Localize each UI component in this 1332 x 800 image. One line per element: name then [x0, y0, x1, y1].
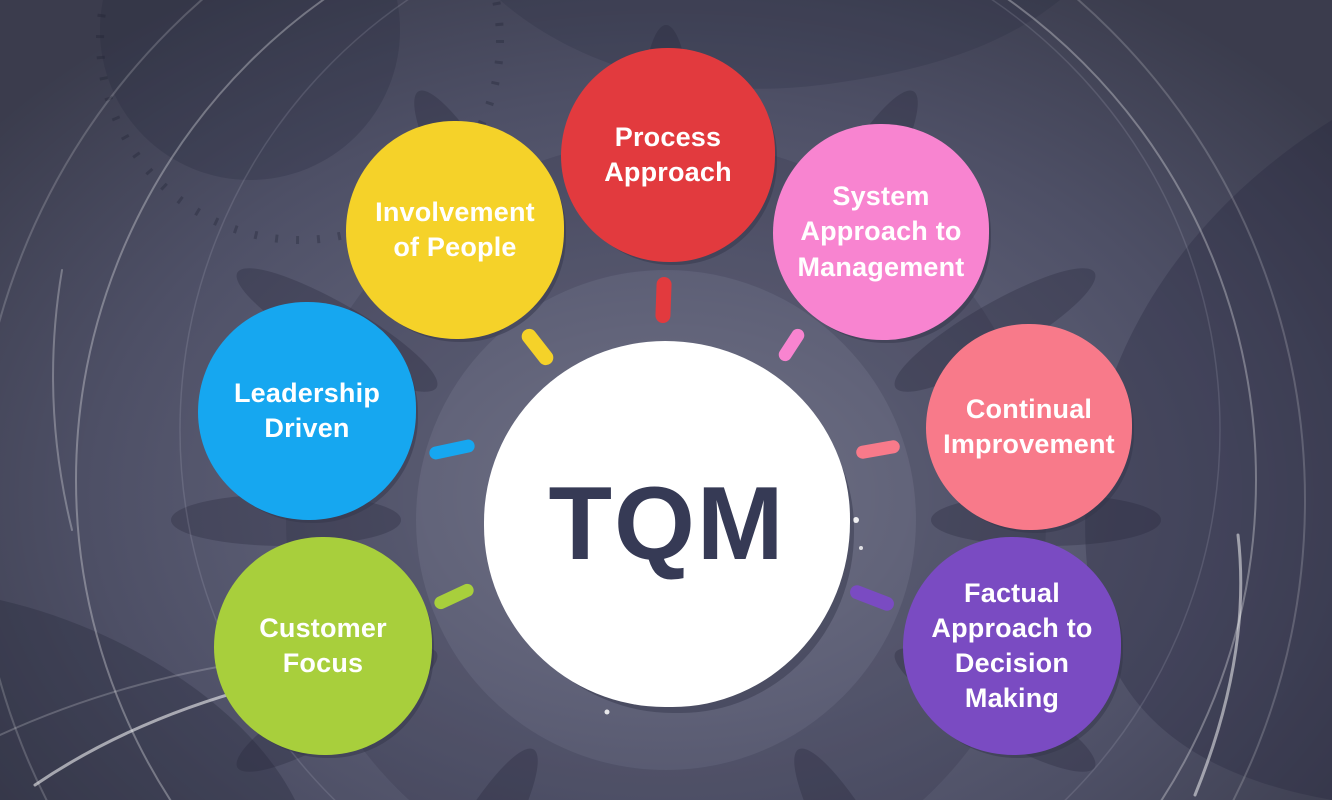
center-circle: TQM — [484, 341, 850, 707]
node-customer-focus: Customer Focus — [214, 537, 432, 755]
node-label: System Approach to Management — [797, 181, 965, 282]
center-label: TQM — [548, 465, 786, 582]
node-leadership-driven: Leadership Driven — [198, 302, 416, 520]
node-label: Leadership Driven — [233, 377, 381, 443]
node-label: Process Approach — [604, 121, 732, 187]
node-label: Continual Improvement — [943, 393, 1115, 459]
connector-process-approach — [655, 276, 672, 324]
node-label: Involvement of People — [375, 196, 535, 262]
node-system-approach: System Approach to Management — [773, 124, 989, 340]
node-continual-improvement: Continual Improvement — [926, 324, 1132, 530]
node-label: Factual Approach to Decision Making — [931, 577, 1093, 714]
node-label: Customer Focus — [259, 612, 387, 678]
node-involvement-of-people: Involvement of People — [346, 121, 564, 339]
node-factual-approach: Factual Approach to Decision Making — [903, 537, 1121, 755]
node-process-approach: Process Approach — [561, 48, 775, 262]
